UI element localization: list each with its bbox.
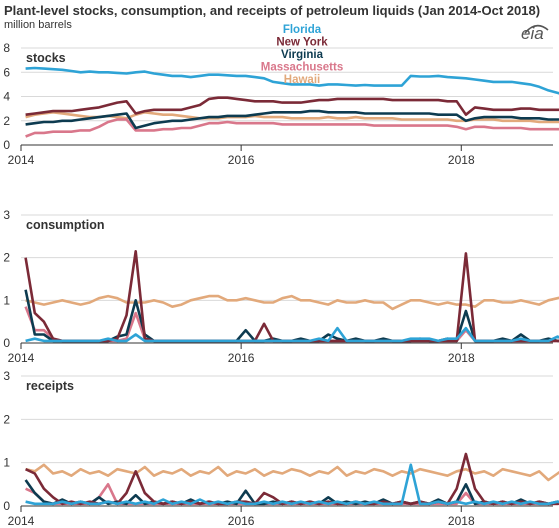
legend-entry: New York [276, 37, 328, 49]
panel-title: consumption [26, 218, 104, 232]
legend-entry: Hawaii [284, 74, 320, 86]
y-tick-label: 1 [3, 456, 10, 470]
x-tick-label: 2014 [8, 351, 35, 365]
x-tick-label: 2016 [228, 153, 255, 167]
logo-swoosh [524, 24, 549, 34]
series-line-new-york [25, 96, 559, 116]
eia-logo: eia [521, 24, 544, 43]
series-line-florida [25, 326, 559, 343]
legend-entry: Florida [283, 24, 322, 36]
y-tick-label: 1 [3, 293, 10, 307]
series-line-virginia [25, 109, 559, 130]
x-tick-label: 2014 [8, 514, 35, 528]
series-line-hawaii [25, 294, 559, 311]
legend-entry: Massachusetts [261, 62, 343, 74]
series-line-virginia [24, 479, 559, 506]
panel-title: receipts [26, 379, 74, 393]
y-tick-label: 2 [3, 251, 10, 265]
series-line-new-york [25, 452, 559, 506]
y-tick-label: 4 [3, 90, 10, 104]
series-line-massachusetts [24, 306, 559, 343]
y-tick-label: 2 [3, 114, 10, 128]
panel-title: stocks [26, 51, 66, 65]
series-line-florida [25, 66, 559, 95]
x-tick-label: 2018 [448, 153, 475, 167]
x-tick-label: 2018 [448, 351, 475, 365]
series-line-hawaii [25, 463, 559, 482]
x-tick-label: 2018 [448, 514, 475, 528]
y-tick-label: 8 [3, 41, 10, 55]
y-tick-label: 0 [3, 138, 10, 152]
y-tick-label: 0 [3, 499, 10, 513]
y-tick-label: 2 [3, 412, 10, 426]
x-tick-label: 2014 [8, 153, 35, 167]
y-tick-label: 0 [3, 336, 10, 350]
series-line-florida [25, 463, 559, 506]
y-tick-label: 3 [3, 369, 10, 383]
legend-entry: Virginia [281, 49, 324, 61]
series-line-massachusetts [25, 118, 559, 138]
y-tick-label: 3 [3, 208, 10, 222]
x-tick-label: 2016 [228, 514, 255, 528]
x-tick-label: 2016 [228, 351, 255, 365]
chart-title: Plant-level stocks, consumption, and rec… [4, 3, 541, 18]
y-tick-label: 6 [3, 65, 10, 79]
series-line-hawaii [25, 111, 559, 124]
chart-subtitle: million barrels [4, 19, 72, 31]
